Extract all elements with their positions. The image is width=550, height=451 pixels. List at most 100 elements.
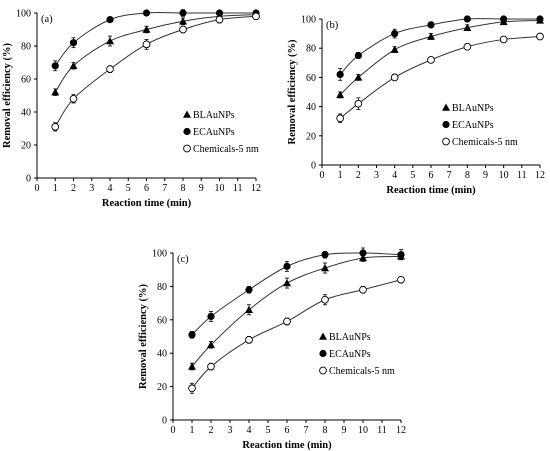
blaunps-trend-line: [54, 14, 257, 93]
y-tick-label: 20: [306, 131, 316, 142]
panel-label: (b): [326, 20, 339, 31]
legend-ecaunps-label: ECAuNPs: [329, 349, 371, 360]
chemicals-5nm-point: [179, 25, 187, 34]
legend-ecaunps-marker: [183, 127, 191, 136]
x-tick-label: 1: [190, 425, 195, 436]
x-tick-label: 10: [499, 170, 509, 181]
ecaunps-point: [188, 331, 196, 339]
x-tick-label: 2: [209, 425, 214, 436]
y-tick-label: 60: [157, 315, 167, 326]
ecaunps-point: [321, 251, 329, 259]
chemicals-5nm-point: [69, 94, 78, 103]
ecaunps-point: [207, 312, 215, 321]
x-tick-label: 8: [323, 425, 328, 436]
legend-chemicals-5nm-label: Chemicals-5 nm: [329, 366, 395, 377]
y-tick-label: 20: [157, 382, 167, 393]
chemicals-5nm-point: [321, 295, 329, 304]
chemicals-5nm-point: [336, 114, 345, 123]
y-tick-label: 100: [16, 9, 31, 20]
x-tick-label: 6: [429, 170, 434, 181]
x-tick-label: 8: [465, 170, 470, 181]
ecaunps-point: [283, 262, 291, 270]
ecaunps-point: [427, 21, 435, 29]
blaunps-point: [390, 45, 399, 53]
ecaunps-point: [336, 70, 344, 79]
legend-chemicals-5nm-label: Chemicals-5 nm: [193, 144, 259, 155]
ecaunps-point: [69, 39, 78, 47]
x-tick-label: 4: [392, 170, 397, 181]
legend-blaunps-marker: [442, 103, 450, 111]
x-tick-label: 5: [266, 425, 271, 436]
y-axis-title: Removal efficiency (%): [2, 43, 13, 148]
ecaunps-point: [391, 29, 399, 38]
y-tick-label: 80: [306, 44, 316, 55]
chemicals-5nm-point: [397, 275, 405, 284]
blaunps-point: [427, 32, 435, 40]
x-tick-label: 0: [171, 425, 176, 436]
blaunps-trend-line: [339, 19, 541, 96]
legend-blaunps-label: BLAuNPs: [193, 110, 235, 121]
chemicals-5nm-point: [252, 12, 260, 21]
x-tick-label: 6: [144, 183, 149, 194]
blaunps-point: [283, 279, 291, 287]
chemicals-5nm-point: [207, 362, 215, 371]
ecaunps-point: [179, 9, 187, 17]
chemicals-5nm-point: [51, 122, 60, 131]
chemicals-5nm-point: [427, 56, 435, 64]
y-tick-label: 80: [21, 42, 31, 53]
chemicals-5nm-point: [463, 42, 472, 51]
x-tick-label: 2: [71, 183, 76, 194]
chemicals-5nm-trend-line: [339, 36, 541, 119]
x-tick-label: 4: [247, 425, 252, 436]
x-tick-label: 11: [377, 425, 387, 436]
x-tick-label: 12: [535, 170, 545, 181]
legend-chemicals-5nm-label: Chemicals-5 nm: [452, 137, 518, 148]
ecaunps-point: [106, 16, 114, 24]
chemicals-5nm-point: [354, 99, 363, 108]
ecaunps-point: [463, 15, 471, 23]
y-tick-label: 20: [21, 141, 31, 152]
chemicals-5nm-point: [245, 335, 253, 344]
panel-label: (a): [41, 14, 53, 25]
legend-ecaunps-label: ECAuNPs: [193, 127, 235, 138]
blaunps-point: [207, 340, 215, 349]
y-axis-title: Removal efficiency (%): [138, 284, 149, 389]
x-axis-title: Reaction time (min): [242, 440, 332, 451]
chemicals-5nm-point: [215, 15, 224, 24]
legend-blaunps-marker: [183, 110, 191, 118]
ecaunps-point: [536, 15, 544, 23]
x-tick-label: 1: [53, 183, 58, 194]
ecaunps-point: [215, 9, 224, 17]
ecaunps-trend-line: [191, 252, 402, 336]
y-tick-label: 60: [21, 75, 31, 86]
chemicals-5nm-point: [390, 73, 399, 82]
legend-ecaunps-marker: [442, 120, 450, 129]
y-tick-label: 0: [26, 174, 31, 185]
y-tick-label: 0: [311, 161, 316, 172]
x-tick-label: 9: [199, 183, 204, 194]
legend-ecaunps-marker: [319, 349, 327, 358]
blaunps-point: [179, 17, 187, 25]
x-tick-label: 12: [396, 425, 406, 436]
blaunps-point: [321, 264, 329, 272]
legend-blaunps-label: BLAuNPs: [329, 332, 371, 343]
x-tick-label: 7: [304, 425, 309, 436]
chemicals-5nm-point: [283, 317, 291, 326]
blaunps-point: [51, 88, 60, 96]
x-tick-label: 0: [35, 183, 40, 194]
chemicals-5nm-point: [536, 32, 544, 41]
legend-blaunps-marker: [319, 332, 327, 340]
blaunps-point: [336, 90, 345, 99]
y-tick-label: 40: [157, 349, 167, 360]
x-tick-label: 10: [215, 183, 225, 194]
y-tick-label: 0: [162, 416, 167, 427]
panel-label: (c): [177, 254, 189, 265]
x-tick-label: 6: [285, 425, 290, 436]
x-tick-label: 2: [356, 170, 361, 181]
y-tick-label: 100: [301, 15, 316, 26]
ecaunps-point: [397, 251, 405, 259]
x-tick-label: 10: [358, 425, 368, 436]
blaunps-point: [106, 37, 114, 45]
